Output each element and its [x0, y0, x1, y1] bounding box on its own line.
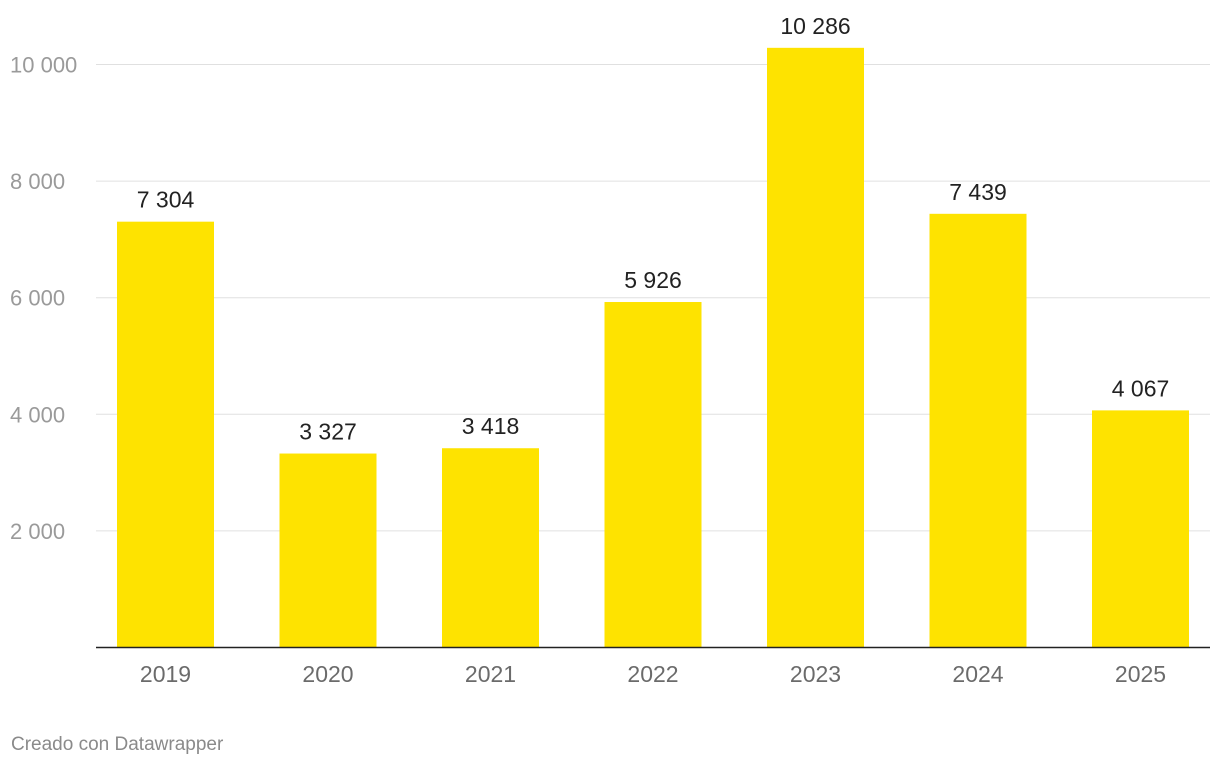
- x-tick-label: 2022: [627, 661, 678, 687]
- bar-value-label: 7 304: [137, 187, 195, 213]
- y-tick-label: 10 000: [10, 53, 77, 78]
- bar: [767, 47, 864, 648]
- bar-value-label: 4 067: [1112, 375, 1170, 401]
- x-tick-label: 2024: [952, 661, 1003, 687]
- bar: [117, 221, 214, 648]
- bar-value-label: 3 418: [462, 413, 520, 439]
- y-tick-label: 8 000: [10, 169, 65, 194]
- x-tick-label: 2019: [140, 661, 191, 687]
- bar: [604, 302, 702, 648]
- bar: [929, 213, 1027, 648]
- y-tick-label: 4 000: [10, 402, 65, 427]
- bar-value-label: 10 286: [780, 13, 850, 39]
- bar-value-labels: 7 304 3 327 3 418 5 926 10 286 7 439 4 067: [137, 13, 1170, 445]
- bar: [1092, 410, 1189, 648]
- x-tick-label: 2021: [465, 661, 516, 687]
- x-tick-label: 2025: [1115, 661, 1166, 687]
- y-tick-label: 2 000: [10, 519, 65, 544]
- x-tick-label: 2020: [302, 661, 353, 687]
- y-axis-tick-labels: 2 000 4 000 6 000 8 000 10 000: [10, 53, 77, 544]
- bar-value-label: 7 439: [949, 179, 1007, 205]
- bar: [279, 453, 377, 648]
- bars: [117, 47, 1189, 648]
- bar: [442, 448, 539, 648]
- y-tick-label: 6 000: [10, 286, 65, 311]
- bar-value-label: 5 926: [624, 267, 682, 293]
- bar-value-label: 3 327: [299, 419, 357, 445]
- x-axis-tick-labels: 2019 2020 2021 2022 2023 2024 2025: [140, 661, 1166, 687]
- x-tick-label: 2023: [790, 661, 841, 687]
- chart-credit: Creado con Datawrapper: [11, 734, 224, 755]
